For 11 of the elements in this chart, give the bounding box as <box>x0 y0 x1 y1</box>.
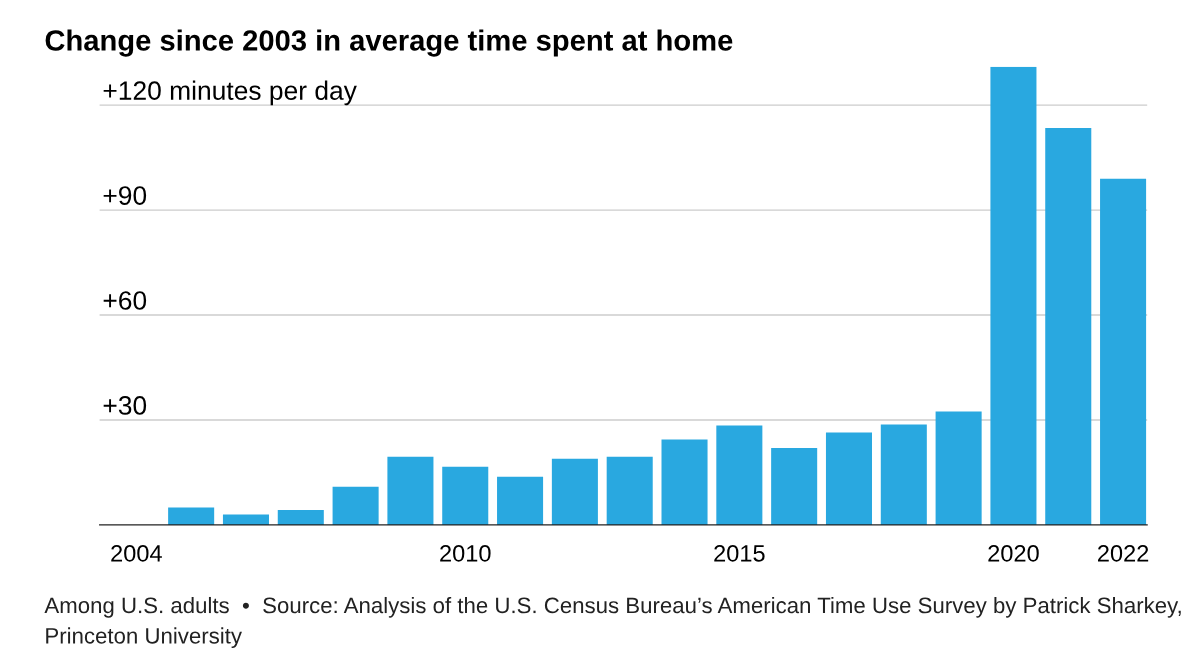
x-tick-label: 2020 <box>988 545 1039 562</box>
y-tick-label: +60 <box>103 291 147 310</box>
chart-title: Change since 2003 in average time spent at home <box>45 29 733 57</box>
x-tick-label: 2022 <box>1098 545 1149 562</box>
y-tick-label: +90 <box>103 186 147 205</box>
x-tick-label: 2004 <box>111 545 162 562</box>
y-tick-label: +30 <box>103 396 147 415</box>
x-tick-label: 2015 <box>714 545 765 562</box>
x-tick-label: 2010 <box>440 545 491 562</box>
y-tick-label: +120 minutes per day <box>103 80 357 106</box>
text: Among U.S. adults • Source: Analysis of the U.S. Census Bureau’s American Time Use Survey by Patrick Sharkey, Princeton University <box>44 596 1181 649</box>
